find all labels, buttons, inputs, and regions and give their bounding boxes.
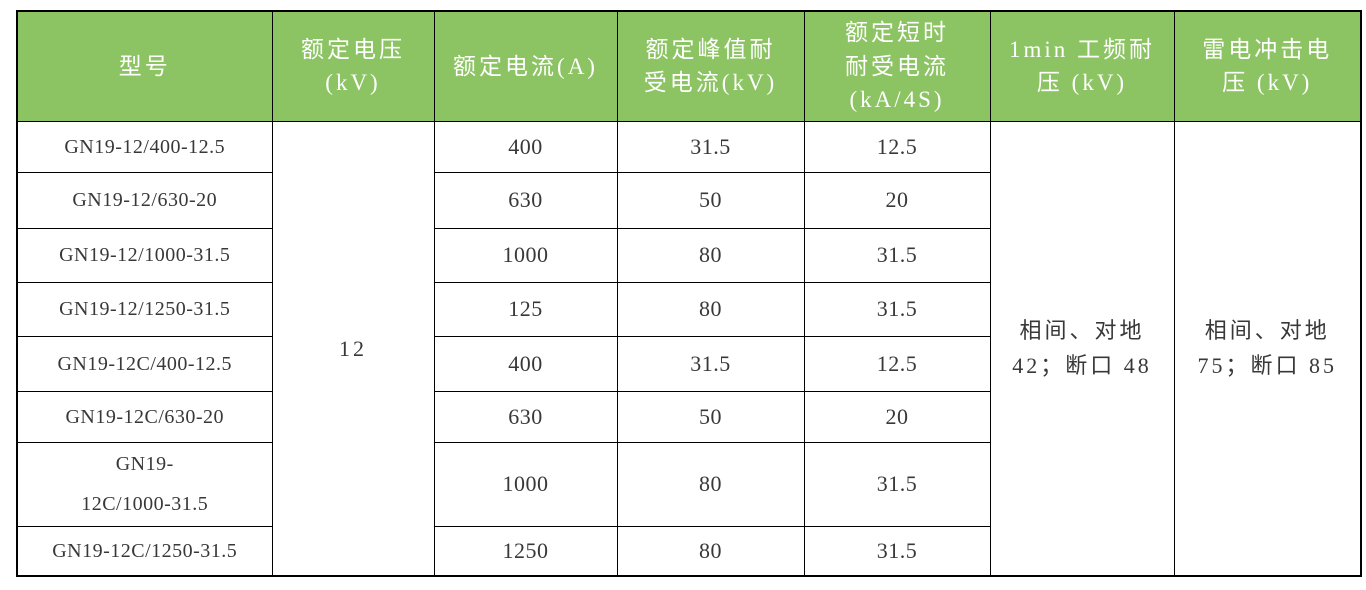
short-time-current-cell: 31.5 [803,227,991,283]
peak-current-cell: 50 [616,171,805,229]
short-time-current-cell: 31.5 [803,281,991,337]
peak-current-cell: 80 [616,227,805,283]
header-short-time-withstand-current: 额定短时 耐受电流 (kA/4S) [803,10,991,122]
table-row: GN19-12/1250-31.5 125 80 31.5 [16,281,1361,337]
spec-table-container: 型号 额定电压 (kV) 额定电流(A) 额定峰值耐 受电流(kV) 额定短时 … [16,10,1362,577]
table-row: GN19-12C/1250-31.5 1250 80 31.5 [16,525,1361,577]
model-cell: GN19-12C/630-20 [16,390,273,443]
switch-spec-table: 型号 额定电压 (kV) 额定电流(A) 额定峰值耐 受电流(kV) 额定短时 … [16,10,1362,577]
model-cell: GN19-12C/1250-31.5 [16,525,273,577]
rated-current-cell: 1000 [433,227,618,283]
rated-current-cell: 630 [433,390,618,443]
rated-current-cell: 1250 [433,525,618,577]
rated-current-cell: 400 [433,335,618,392]
peak-current-cell: 80 [616,281,805,337]
peak-current-cell: 31.5 [616,335,805,392]
short-time-current-cell: 12.5 [803,335,991,392]
rated-current-cell: 1000 [433,441,618,527]
short-time-current-cell: 20 [803,171,991,229]
table-row: GN19- 12C/1000-31.5 1000 80 31.5 [16,441,1361,527]
model-cell: GN19-12C/400-12.5 [16,335,273,392]
table-body: GN19-12/400-12.5 12 400 31.5 12.5 相间、对地 … [16,120,1362,577]
model-cell: GN19-12/1000-31.5 [16,227,273,283]
rated-voltage-merged-cell: 12 [271,120,435,577]
model-cell: GN19-12/1250-31.5 [16,281,273,337]
header-row: 型号 额定电压 (kV) 额定电流(A) 额定峰值耐 受电流(kV) 额定短时 … [16,10,1362,122]
model-cell: GN19-12/630-20 [16,171,273,229]
table-header: 型号 额定电压 (kV) 额定电流(A) 额定峰值耐 受电流(kV) 额定短时 … [16,10,1362,122]
header-peak-withstand-current: 额定峰值耐 受电流(kV) [616,10,805,122]
peak-current-cell: 50 [616,390,805,443]
table-row: GN19-12/630-20 630 50 20 [16,171,1361,229]
rated-current-cell: 630 [433,171,618,229]
table-row: GN19-12/1000-31.5 1000 80 31.5 [16,227,1361,283]
header-power-frequency-withstand: 1min 工频耐 压 (kV) [989,10,1175,122]
table-row: GN19-12C/400-12.5 400 31.5 12.5 [16,335,1361,392]
model-cell: GN19-12/400-12.5 [16,120,273,173]
header-rated-current: 额定电流(A) [433,10,618,122]
table-row: GN19-12C/630-20 630 50 20 [16,390,1361,443]
header-model: 型号 [16,10,273,122]
rated-current-cell: 125 [433,281,618,337]
header-lightning-impulse-voltage: 雷电冲击电 压 (kV) [1173,10,1362,122]
table-row: GN19-12/400-12.5 12 400 31.5 12.5 相间、对地 … [16,120,1362,577]
peak-current-cell: 31.5 [616,120,805,173]
short-time-current-cell: 31.5 [803,441,991,527]
header-rated-voltage: 额定电压 (kV) [271,10,435,122]
peak-current-cell: 80 [616,525,805,577]
lightning-impulse-merged-cell: 相间、对地 75；断口 85 [1173,120,1362,577]
peak-current-cell: 80 [616,441,805,527]
model-cell: GN19- 12C/1000-31.5 [16,441,273,527]
short-time-current-cell: 31.5 [803,525,991,577]
rated-current-cell: 400 [433,120,618,173]
power-frequency-merged-cell: 相间、对地 42；断口 48 [989,120,1175,577]
short-time-current-cell: 20 [803,390,991,443]
short-time-current-cell: 12.5 [803,120,991,173]
